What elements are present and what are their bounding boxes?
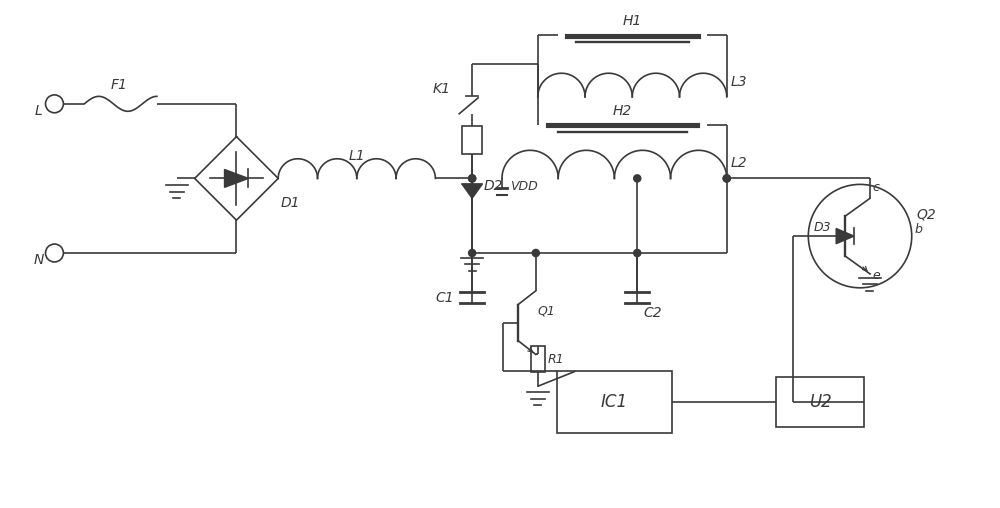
Text: H2: H2 [613,104,632,118]
Text: c: c [872,181,879,195]
Text: L3: L3 [731,75,747,89]
Bar [557,371,672,433]
Text: F1: F1 [111,78,128,92]
Text: H1: H1 [623,14,642,28]
Text: C2: C2 [643,306,662,320]
Text: IC1: IC1 [601,393,628,411]
Bar [776,377,864,427]
Text: D1: D1 [280,196,300,210]
Text: D2: D2 [484,179,504,194]
Text: L2: L2 [731,156,747,171]
Text: K1: K1 [432,82,450,96]
Polygon shape [462,184,482,198]
Text: L1: L1 [348,148,365,163]
Polygon shape [836,229,854,244]
Circle shape [469,175,476,182]
Circle shape [532,249,539,257]
Text: b: b [915,223,923,236]
Circle shape [634,175,641,182]
Bar [462,125,482,153]
Text: C1: C1 [436,291,454,305]
Polygon shape [225,170,248,187]
Text: N: N [33,253,44,267]
Circle shape [469,249,476,257]
Text: VDD: VDD [510,180,538,194]
Text: R1: R1 [548,353,564,366]
Bar [531,346,545,372]
Text: Q1: Q1 [538,305,556,318]
Circle shape [634,249,641,257]
Text: e: e [872,269,880,282]
Circle shape [469,175,476,182]
Text: Q2: Q2 [917,207,936,221]
Text: D3: D3 [814,221,831,234]
Text: U2: U2 [809,393,832,411]
Circle shape [723,175,730,182]
Text: L: L [35,104,42,118]
Circle shape [723,175,730,182]
